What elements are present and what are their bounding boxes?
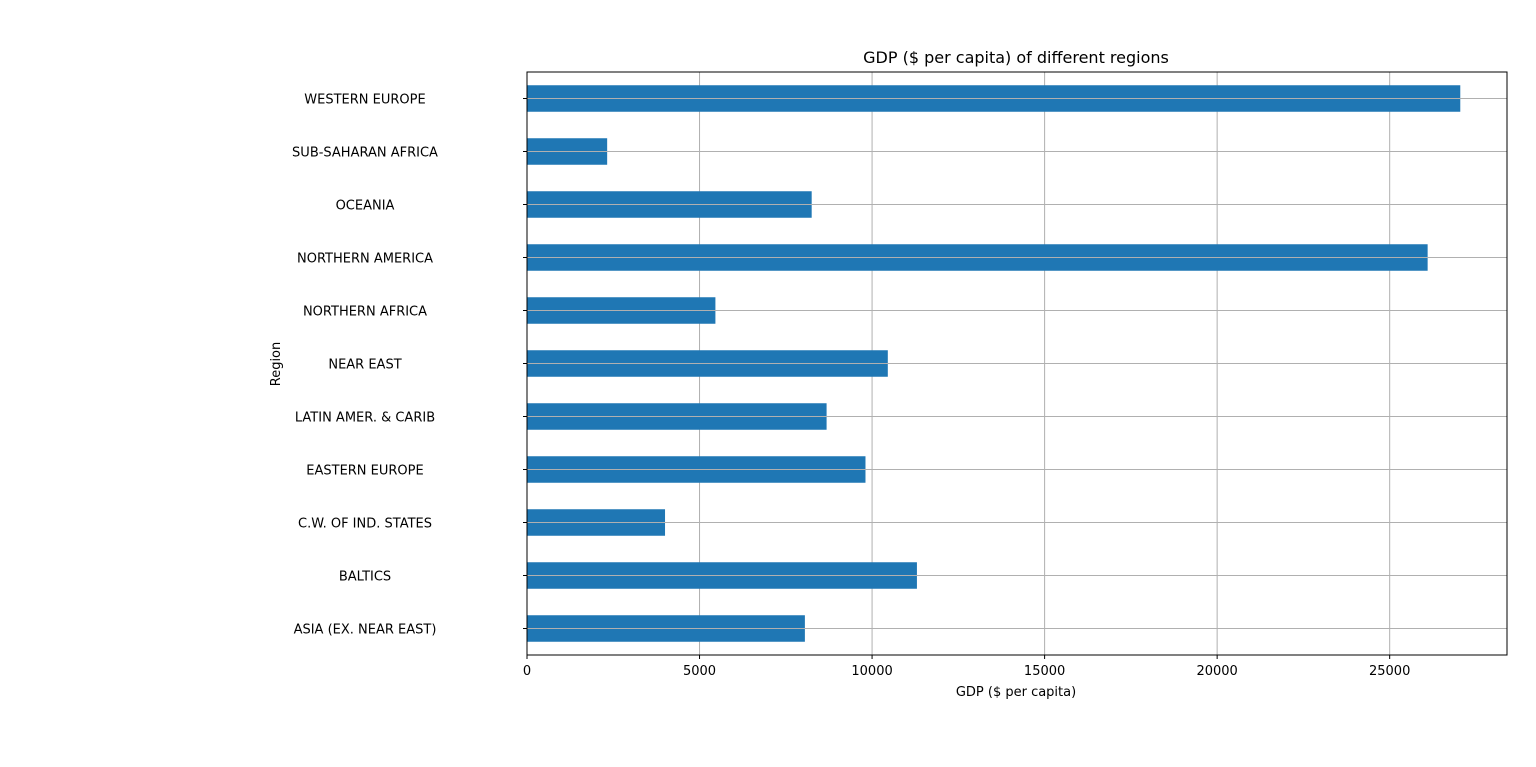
y-tick-label: BALTICS (339, 570, 391, 585)
y-tick-label: NEAR EAST (328, 358, 401, 373)
y-axis-ticks: ASIA (EX. NEAR EAST) BALTICS C.W. OF IND. … (292, 93, 527, 638)
y-tick-label: NORTHERN AMERICA (297, 252, 433, 267)
x-tick-label: 20000 (1196, 664, 1237, 679)
x-tick-label: 10000 (851, 664, 892, 679)
y-tick-label: NORTHERN AFRICA (303, 305, 427, 320)
x-axis-label: GDP ($ per capita) (956, 685, 1076, 700)
x-tick-label: 25000 (1369, 664, 1410, 679)
grid-lines-horizontal (527, 98, 1507, 629)
x-tick-label: 0 (523, 664, 531, 679)
y-tick-label: SUB-SAHARAN AFRICA (292, 146, 438, 161)
y-tick-label: C.W. OF IND. STATES (298, 517, 432, 532)
chart-title: GDP ($ per capita) of different regions (863, 48, 1169, 67)
y-tick-label: EASTERN EUROPE (306, 464, 423, 479)
x-tick-label: 5000 (683, 664, 716, 679)
x-axis-ticks: 0 5000 10000 15000 20000 25000 (523, 655, 1410, 679)
y-axis-label: Region (269, 342, 284, 387)
y-tick-label: ASIA (EX. NEAR EAST) (294, 623, 437, 638)
y-tick-label: WESTERN EUROPE (304, 93, 425, 108)
x-tick-label: 15000 (1024, 664, 1065, 679)
y-tick-label: OCEANIA (336, 199, 395, 214)
y-tick-label: LATIN AMER. & CARIB (295, 411, 435, 426)
